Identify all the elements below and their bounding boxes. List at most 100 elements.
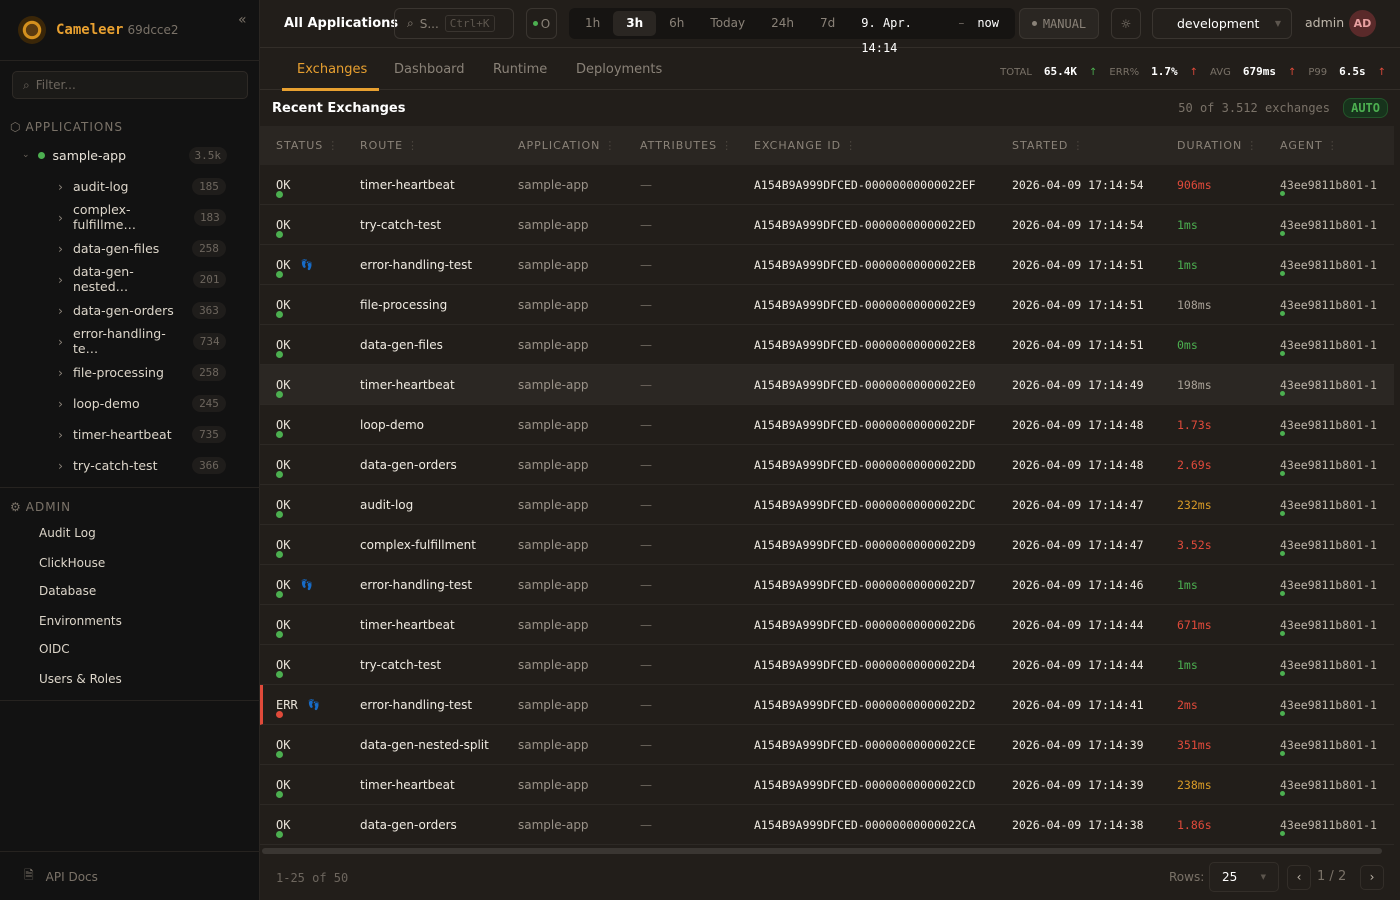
brand[interactable]: Cameleer 69dcce2 — [18, 16, 179, 44]
sidebar-admin-item[interactable]: ClickHouse — [39, 556, 106, 570]
column-header-exchange-id[interactable]: EXCHANGE ID ⋮ — [754, 139, 857, 152]
agent-cell[interactable]: 43ee9811b801-1 — [1280, 218, 1377, 236]
sidebar-route-item[interactable]: › audit-log 185 — [58, 176, 226, 196]
agent-cell[interactable]: 43ee9811b801-1 — [1280, 698, 1377, 716]
api-docs-link[interactable]: 🗎 API Docs — [24, 866, 98, 887]
scope-title[interactable]: All Applications — [284, 16, 399, 31]
route-cell[interactable]: timer-heartbeat — [360, 778, 455, 792]
exchange-id-cell[interactable]: A154B9A999DFCED-00000000000022EB — [754, 258, 976, 272]
exchange-id-cell[interactable]: A154B9A999DFCED-00000000000022DC — [754, 498, 976, 512]
search-button[interactable]: ⌕ S... Ctrl+K — [394, 8, 514, 39]
exchange-id-cell[interactable]: A154B9A999DFCED-00000000000022D4 — [754, 658, 976, 672]
sidebar-admin-item[interactable]: Audit Log — [39, 526, 96, 540]
exchange-id-cell[interactable]: A154B9A999DFCED-00000000000022E9 — [754, 298, 976, 312]
agent-cell[interactable]: 43ee9811b801-1 — [1280, 818, 1377, 836]
table-row[interactable]: OK loop-demo sample-app — A154B9A999DFCE… — [260, 405, 1394, 445]
exchange-id-cell[interactable]: A154B9A999DFCED-00000000000022D2 — [754, 698, 976, 712]
sidebar-route-item[interactable]: › data-gen-files 258 — [58, 238, 226, 258]
time-range-1h[interactable]: 1h — [585, 16, 601, 30]
exchange-id-cell[interactable]: A154B9A999DFCED-00000000000022E0 — [754, 378, 976, 392]
tab-deployments[interactable]: Deployments — [576, 62, 663, 77]
agent-cell[interactable]: 43ee9811b801-1 — [1280, 458, 1377, 476]
exchange-id-cell[interactable]: A154B9A999DFCED-00000000000022CD — [754, 778, 976, 792]
exchange-id-cell[interactable]: A154B9A999DFCED-00000000000022DD — [754, 458, 976, 472]
sidebar-filter-input[interactable]: ⌕ Filter... — [12, 71, 248, 99]
agent-cell[interactable]: 43ee9811b801-1 — [1280, 538, 1377, 556]
column-header-status[interactable]: STATUS ⋮ — [276, 139, 339, 152]
agent-cell[interactable]: 43ee9811b801-1 — [1280, 258, 1377, 276]
table-row[interactable]: OK data-gen-files sample-app — A154B9A99… — [260, 325, 1394, 365]
column-header-attributes[interactable]: ATTRIBUTES ⋮ — [640, 139, 733, 152]
route-cell[interactable]: timer-heartbeat — [360, 178, 455, 192]
sidebar-admin-item[interactable]: Environments — [39, 614, 122, 628]
exchange-id-cell[interactable]: A154B9A999DFCED-00000000000022CE — [754, 738, 976, 752]
route-cell[interactable]: loop-demo — [360, 418, 424, 432]
time-range-7d[interactable]: 7d — [820, 16, 836, 30]
table-row[interactable]: OK data-gen-orders sample-app — A154B9A9… — [260, 445, 1394, 485]
table-row[interactable]: OK timer-heartbeat sample-app — A154B9A9… — [260, 765, 1394, 805]
agent-cell[interactable]: 43ee9811b801-1 — [1280, 378, 1377, 396]
environment-select[interactable]: development ▼ — [1152, 8, 1292, 39]
range-to[interactable]: now — [977, 16, 999, 30]
table-row[interactable]: OK 👣 error-handling-test sample-app — A15… — [260, 565, 1394, 605]
route-cell[interactable]: error-handling-test — [360, 698, 473, 712]
route-cell[interactable]: data-gen-files — [360, 338, 443, 352]
exchange-id-cell[interactable]: A154B9A999DFCED-00000000000022D7 — [754, 578, 976, 592]
column-header-duration[interactable]: DURATION ⋮ — [1177, 139, 1258, 152]
time-range-24h[interactable]: 24h — [771, 16, 794, 30]
avatar[interactable]: AD — [1349, 10, 1376, 37]
table-row[interactable]: OK try-catch-test sample-app — A154B9A99… — [260, 205, 1394, 245]
table-row[interactable]: OK timer-heartbeat sample-app — A154B9A9… — [260, 165, 1394, 205]
tab-exchanges[interactable]: Exchanges — [297, 62, 368, 77]
table-row[interactable]: OK timer-heartbeat sample-app — A154B9A9… — [260, 365, 1394, 405]
table-row[interactable]: ERR 👣 error-handling-test sample-app — A1… — [260, 685, 1394, 725]
sidebar-route-item[interactable]: › try-catch-test 366 — [58, 455, 226, 475]
agent-cell[interactable]: 43ee9811b801-1 — [1280, 418, 1377, 436]
route-cell[interactable]: data-gen-orders — [360, 458, 457, 472]
route-cell[interactable]: timer-heartbeat — [360, 378, 455, 392]
table-row[interactable]: OK file-processing sample-app — A154B9A9… — [260, 285, 1394, 325]
theme-toggle[interactable]: ☼ — [1111, 8, 1141, 39]
sidebar-admin-item[interactable]: Users & Roles — [39, 672, 122, 686]
exchange-id-cell[interactable]: A154B9A999DFCED-00000000000022DF — [754, 418, 976, 432]
next-page-button[interactable]: › — [1360, 865, 1384, 890]
sidebar-route-item[interactable]: › data-gen-nested… 201 — [58, 264, 226, 294]
exchange-id-cell[interactable]: A154B9A999DFCED-00000000000022E8 — [754, 338, 976, 352]
column-header-agent[interactable]: AGENT ⋮ — [1280, 139, 1339, 152]
sidebar-route-item[interactable]: › file-processing 258 — [58, 362, 226, 382]
table-row[interactable]: OK data-gen-orders sample-app — A154B9A9… — [260, 805, 1394, 845]
agent-cell[interactable]: 43ee9811b801-1 — [1280, 618, 1377, 636]
route-cell[interactable]: try-catch-test — [360, 218, 442, 232]
tab-dashboard[interactable]: Dashboard — [394, 62, 465, 77]
agent-cell[interactable]: 43ee9811b801-1 — [1280, 738, 1377, 756]
agent-cell[interactable]: 43ee9811b801-1 — [1280, 778, 1377, 796]
table-row[interactable]: OK 👣 error-handling-test sample-app — A15… — [260, 245, 1394, 285]
time-range-3h[interactable]: 3h — [613, 11, 657, 36]
sidebar-app-sample-app[interactable]: ⌄ sample-app 3.5k — [22, 145, 227, 165]
horizontal-scrollbar[interactable] — [262, 848, 1382, 854]
agent-cell[interactable]: 43ee9811b801-1 — [1280, 658, 1377, 676]
sidebar-admin-item[interactable]: Database — [39, 584, 97, 598]
column-header-application[interactable]: APPLICATION ⋮ — [518, 139, 616, 152]
user-name[interactable]: admin — [1305, 15, 1345, 30]
status-button[interactable]: O — [526, 8, 557, 39]
tab-runtime[interactable]: Runtime — [493, 62, 548, 77]
route-cell[interactable]: audit-log — [360, 498, 414, 512]
table-row[interactable]: OK try-catch-test sample-app — A154B9A99… — [260, 645, 1394, 685]
agent-cell[interactable]: 43ee9811b801-1 — [1280, 338, 1377, 356]
time-range-today[interactable]: Today — [710, 16, 746, 30]
exchange-id-cell[interactable]: A154B9A999DFCED-00000000000022ED — [754, 218, 976, 232]
sidebar-route-item[interactable]: › complex-fulfillme… 183 — [58, 202, 226, 232]
agent-cell[interactable]: 43ee9811b801-1 — [1280, 298, 1377, 316]
sidebar-route-item[interactable]: › loop-demo 245 — [58, 393, 226, 413]
prev-page-button[interactable]: ‹ — [1287, 865, 1311, 890]
agent-cell[interactable]: 43ee9811b801-1 — [1280, 578, 1377, 596]
route-cell[interactable]: try-catch-test — [360, 658, 442, 672]
table-row[interactable]: OK complex-fulfillment sample-app — A154… — [260, 525, 1394, 565]
exchange-id-cell[interactable]: A154B9A999DFCED-00000000000022CA — [754, 818, 976, 832]
column-header-started[interactable]: STARTED ⋮ — [1012, 139, 1084, 152]
exchange-id-cell[interactable]: A154B9A999DFCED-00000000000022D9 — [754, 538, 976, 552]
exchange-id-cell[interactable]: A154B9A999DFCED-00000000000022D6 — [754, 618, 976, 632]
sidebar-route-item[interactable]: › error-handling-te… 734 — [58, 326, 226, 356]
rows-per-page-select[interactable]: 25 ▼ — [1209, 862, 1279, 892]
